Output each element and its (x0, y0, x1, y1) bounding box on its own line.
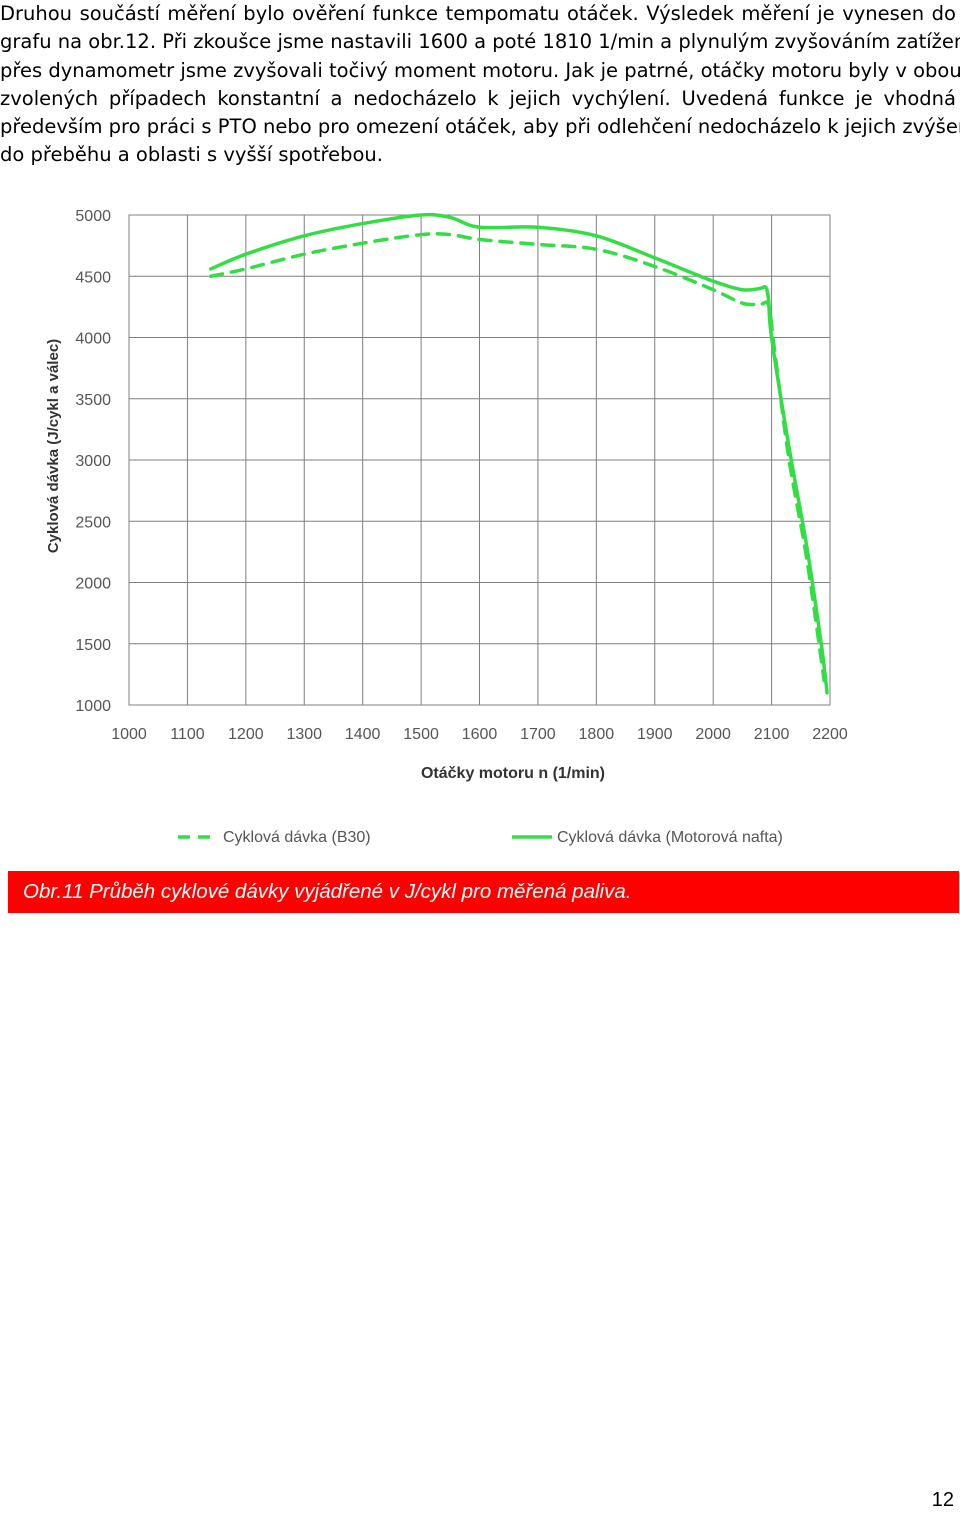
chart-legend: Cyklová dávka (B30) Cyklová dávka (Motor… (178, 829, 783, 846)
chart-grid (128, 214, 831, 706)
x-tick-label: 2000 (695, 726, 731, 743)
paragraph-line: grafu na obr.12. Při zkoušce jsme nastav… (0, 30, 960, 54)
series-line-diesel (209, 212, 829, 695)
x-tick-label: 1900 (637, 726, 673, 743)
figure-caption: Obr.11 Průběh cyklové dávky vyjádřené v … (8, 871, 959, 913)
y-axis-label: Cyklová dávka (J/cykl a válec) (45, 339, 62, 553)
body-paragraph: Druhou součástí měření bylo ověření funk… (0, 0, 960, 170)
chart-series (209, 212, 829, 695)
x-tick-label: 2100 (754, 726, 790, 743)
x-tick-label: 1800 (579, 726, 615, 743)
paragraph-line: zvolených případech konstantní a nedochá… (0, 86, 956, 110)
paragraph-line: přes dynamometr jsme zvyšovali točivý mo… (0, 58, 960, 82)
legend-label-diesel: Cyklová dávka (Motorová nafta) (557, 829, 783, 846)
y-tick-label: 3000 (75, 453, 111, 470)
x-tick-label: 1700 (520, 726, 556, 743)
x-tick-label: 1200 (228, 726, 264, 743)
y-tick-label: 1000 (75, 698, 111, 715)
x-tick-label: 2200 (812, 726, 848, 743)
x-tick-label: 1500 (403, 726, 439, 743)
paragraph-line: Druhou součástí měření bylo ověření funk… (0, 2, 956, 25)
x-tick-label: 1100 (170, 726, 205, 743)
x-axis-ticks: 1000 1100 1200 1300 1400 1500 1600 1700 1800 1900… (111, 726, 848, 743)
y-tick-label: 4500 (75, 269, 111, 286)
legend-label-b30: Cyklová dávka (B30) (223, 829, 371, 846)
y-tick-label: 3500 (75, 392, 111, 409)
paragraph-line: do přeběhu a oblasti s vyšší spotřebou. (0, 143, 383, 167)
page-number: 12 (931, 1489, 954, 1511)
x-tick-label: 1000 (111, 726, 147, 743)
y-tick-label: 5000 (75, 208, 111, 225)
y-tick-label: 2000 (75, 576, 111, 593)
x-tick-label: 1400 (345, 726, 381, 743)
y-axis-ticks: 1000 1500 2000 2500 3000 3500 4000 4500 5000 (75, 208, 111, 715)
series-line-b30 (209, 232, 826, 683)
plot-border (128, 214, 831, 706)
y-tick-label: 1500 (75, 637, 111, 654)
x-tick-label: 1600 (462, 726, 498, 743)
x-axis-label: Otáčky motoru n (1/min) (421, 765, 605, 782)
y-tick-label: 4000 (75, 331, 111, 348)
y-tick-label: 2500 (75, 514, 111, 531)
fuel-dose-chart: 1000 1100 1200 1300 1400 1500 1600 1700 1800 1900… (45, 208, 848, 846)
paragraph-line: především pro práci s PTO nebo pro omeze… (0, 115, 960, 139)
x-tick-label: 1300 (286, 726, 322, 743)
